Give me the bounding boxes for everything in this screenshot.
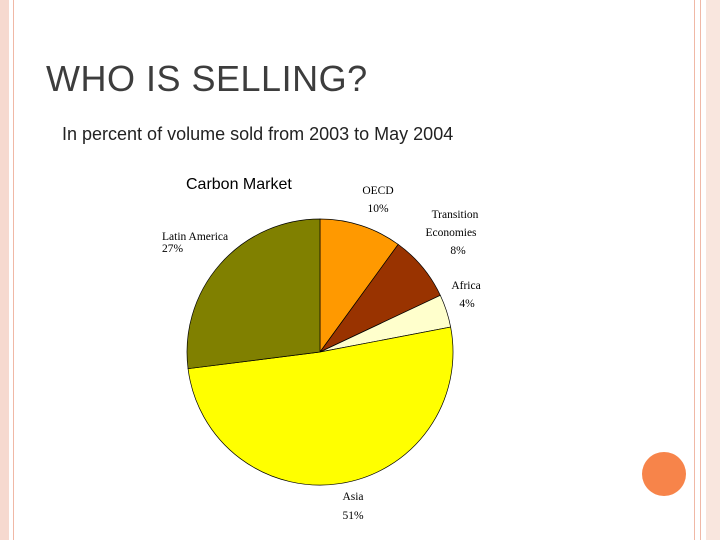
label-latin-america-name: Latin America — [162, 231, 228, 243]
label-transition-line2: Economies — [425, 227, 477, 239]
label-transition-line1: Transition — [432, 209, 479, 221]
label-asia-value: 51% — [342, 510, 364, 522]
label-latin-america-value: 27% — [162, 243, 184, 255]
accent-dot — [642, 452, 686, 496]
pie-slice-asia — [187, 326, 454, 486]
pie-slice-latin-america — [186, 218, 321, 370]
chart-title: Carbon Market — [186, 176, 292, 193]
frame-left-line — [13, 0, 14, 540]
frame-right-line-2 — [700, 0, 701, 540]
frame-right-band — [706, 0, 720, 540]
label-oecd-name: OECD — [362, 185, 393, 197]
frame-right-line — [694, 0, 695, 540]
frame-left-band — [0, 0, 9, 540]
label-asia-name: Asia — [342, 491, 363, 503]
slide-subtitle: In percent of volume sold from 2003 to M… — [62, 124, 454, 144]
pie-slices — [186, 218, 454, 486]
label-transition-value: 8% — [450, 245, 466, 257]
label-africa-name: Africa — [451, 280, 480, 292]
label-oecd-value: 10% — [367, 203, 389, 215]
label-africa-value: 4% — [459, 298, 475, 310]
pie-slice-oecd — [319, 218, 399, 354]
slide-title: WHO IS SELLING? — [46, 58, 368, 99]
